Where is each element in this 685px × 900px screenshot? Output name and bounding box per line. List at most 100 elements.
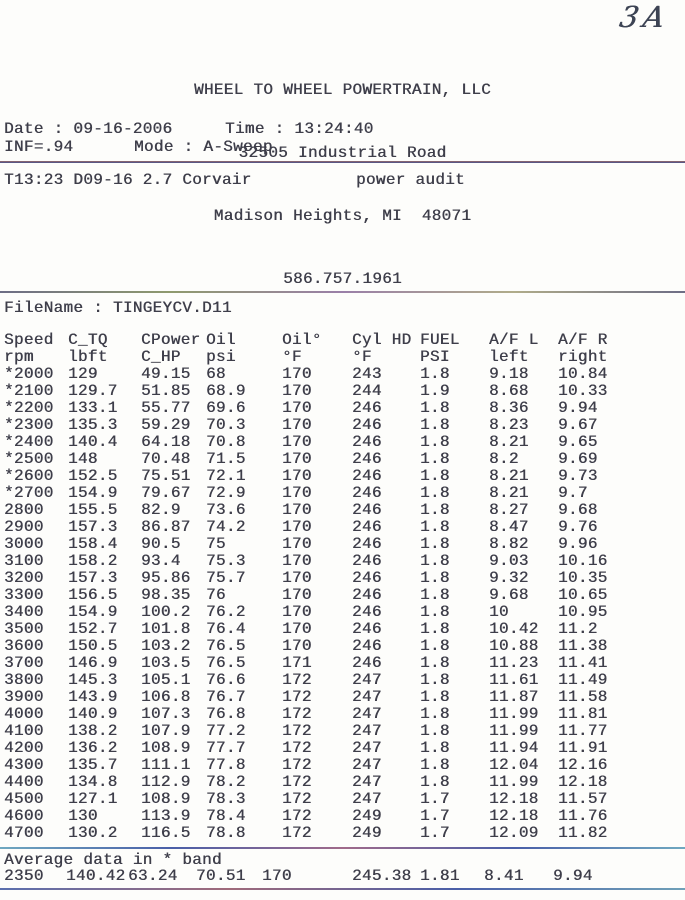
table-cell: 11.23 bbox=[489, 654, 539, 672]
table-cell: 11.61 bbox=[489, 671, 539, 689]
table-cell: 78.4 bbox=[206, 807, 246, 825]
table-cell: 172 bbox=[282, 824, 312, 842]
table-cell: 10 bbox=[489, 603, 509, 621]
table-cell: 157.3 bbox=[68, 569, 118, 587]
column-title: Speed bbox=[4, 331, 54, 349]
average-data-table: 2350 140.42 63.24 70.51 170 245.38 1.81 8.41 9.9… bbox=[0, 868, 685, 885]
table-cell: 74.2 bbox=[206, 518, 246, 536]
column-unit: °F bbox=[352, 348, 372, 366]
table-cell: 10.65 bbox=[558, 586, 608, 604]
table-cell: 246 bbox=[352, 518, 382, 536]
table-cell: 1.8 bbox=[420, 722, 450, 740]
table-cell: 73.6 bbox=[206, 501, 246, 519]
table-cell: *2300 bbox=[4, 416, 54, 434]
table-cell: 246 bbox=[352, 535, 382, 553]
table-cell: 11.82 bbox=[558, 824, 608, 842]
table-cell: 1.7 bbox=[420, 807, 450, 825]
table-row: 4600 130 113.9 78.4 172 249 1.7 12.18 11.76 bbox=[4, 808, 685, 825]
table-cell: 133.1 bbox=[68, 399, 118, 417]
table-cell: 9.96 bbox=[558, 535, 598, 553]
average-cell: 245.38 bbox=[352, 867, 412, 885]
table-cell: 246 bbox=[352, 467, 382, 485]
table-cell: 1.8 bbox=[420, 603, 450, 621]
table-cell: 152.7 bbox=[68, 620, 118, 638]
table-cell: 9.03 bbox=[489, 552, 529, 570]
table-cell: 140.4 bbox=[68, 433, 118, 451]
divider-average-top bbox=[0, 847, 685, 849]
table-cell: 8.2 bbox=[489, 450, 519, 468]
table-cell: 49.15 bbox=[141, 365, 191, 383]
table-cell: 75 bbox=[206, 535, 226, 553]
table-cell: 11.2 bbox=[558, 620, 598, 638]
table-cell: 68 bbox=[206, 365, 226, 383]
table-cell: 170 bbox=[282, 518, 312, 536]
table-row: *2400 140.4 64.18 70.8 170 246 1.8 8.21 9.65 bbox=[4, 434, 685, 451]
table-cell: 8.27 bbox=[489, 501, 529, 519]
table-cell: 70.3 bbox=[206, 416, 246, 434]
table-cell: 107.9 bbox=[141, 722, 191, 740]
table-cell: 9.65 bbox=[558, 433, 598, 451]
table-cell: 71.5 bbox=[206, 450, 246, 468]
table-cell: *2700 bbox=[4, 484, 54, 502]
column-title: Oil° bbox=[282, 331, 322, 349]
table-cell: 72.1 bbox=[206, 467, 246, 485]
table-cell: 8.82 bbox=[489, 535, 529, 553]
table-cell: 4500 bbox=[4, 790, 44, 808]
column-title: Cyl HD bbox=[352, 331, 412, 349]
table-cell: 75.7 bbox=[206, 569, 246, 587]
table-cell: 154.9 bbox=[68, 484, 118, 502]
table-cell: 93.4 bbox=[141, 552, 181, 570]
table-row: 4100 138.2 107.9 77.2 172 247 1.8 11.99 11.77 bbox=[4, 723, 685, 740]
table-cell: 107.3 bbox=[141, 705, 191, 723]
table-cell: 172 bbox=[282, 773, 312, 791]
table-cell: 3400 bbox=[4, 603, 44, 621]
table-cell: 11.91 bbox=[558, 739, 608, 757]
table-cell: 155.5 bbox=[68, 501, 118, 519]
table-cell: 246 bbox=[352, 654, 382, 672]
table-cell: 78.3 bbox=[206, 790, 246, 808]
table-cell: 12.09 bbox=[489, 824, 539, 842]
table-cell: 11.87 bbox=[489, 688, 539, 706]
table-cell: 246 bbox=[352, 586, 382, 604]
table-cell: 70.48 bbox=[141, 450, 191, 468]
table-cell: 170 bbox=[282, 586, 312, 604]
table-cell: 1.9 bbox=[420, 382, 450, 400]
table-cell: 172 bbox=[282, 756, 312, 774]
table-cell: 12.18 bbox=[489, 807, 539, 825]
table-cell: 9.68 bbox=[558, 501, 598, 519]
table-cell: 3100 bbox=[4, 552, 44, 570]
table-cell: 55.77 bbox=[141, 399, 191, 417]
table-cell: 111.1 bbox=[141, 756, 191, 774]
table-row: *2200 133.1 55.77 69.6 170 246 1.8 8.36 9.94 bbox=[4, 400, 685, 417]
company-name: WHEEL TO WHEEL POWERTRAIN, LLC bbox=[193, 81, 492, 99]
table-cell: 249 bbox=[352, 807, 382, 825]
table-cell: 3300 bbox=[4, 586, 44, 604]
table-cell: 247 bbox=[352, 790, 382, 808]
table-cell: 246 bbox=[352, 501, 382, 519]
table-cell: 10.42 bbox=[489, 620, 539, 638]
table-cell: 129.7 bbox=[68, 382, 118, 400]
table-cell: 4600 bbox=[4, 807, 44, 825]
run-type-label: power audit bbox=[356, 171, 465, 189]
table-cell: 246 bbox=[352, 569, 382, 587]
table-cell: 1.8 bbox=[420, 535, 450, 553]
filename-label: FileName : TINGEYCV.D11 bbox=[4, 299, 232, 317]
table-cell: 246 bbox=[352, 399, 382, 417]
table-cell: 170 bbox=[282, 501, 312, 519]
table-cell: 76.4 bbox=[206, 620, 246, 638]
table-cell: 247 bbox=[352, 773, 382, 791]
table-cell: 154.9 bbox=[68, 603, 118, 621]
table-cell: *2000 bbox=[4, 365, 54, 383]
table-cell: 4200 bbox=[4, 739, 44, 757]
table-cell: 152.5 bbox=[68, 467, 118, 485]
table-row: 3000 158.4 90.5 75 170 246 1.8 8.82 9.96 bbox=[4, 536, 685, 553]
table-cell: 78.2 bbox=[206, 773, 246, 791]
table-cell: 170 bbox=[282, 416, 312, 434]
table-row: *2100 129.7 51.85 68.9 170 244 1.9 8.68 10.33 bbox=[4, 383, 685, 400]
table-cell: 1.8 bbox=[420, 450, 450, 468]
table-cell: 170 bbox=[282, 399, 312, 417]
table-cell: *2600 bbox=[4, 467, 54, 485]
table-cell: 158.2 bbox=[68, 552, 118, 570]
table-cell: 86.87 bbox=[141, 518, 191, 536]
column-title: FUEL bbox=[420, 331, 460, 349]
